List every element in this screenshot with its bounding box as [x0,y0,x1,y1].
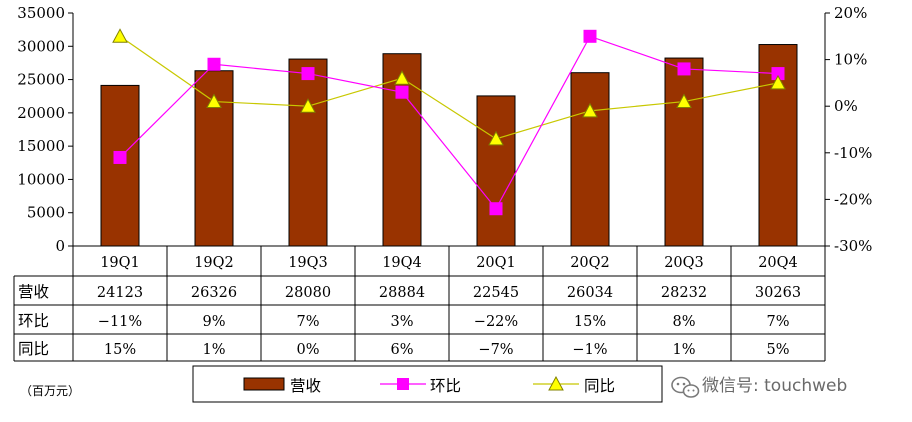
revenue-bar [570,72,610,247]
table-cell: 7% [766,314,789,330]
category-label: 19Q1 [100,255,140,271]
left-axis-tick-label: 25000 [17,71,65,89]
category-label: 20Q4 [758,255,798,271]
yoy-point [488,130,504,146]
qoq-point [489,202,503,216]
qoq-point [113,150,127,164]
table-cell: −7% [478,342,513,358]
qoq-point [677,62,691,76]
left-axis: 0 5000 10000 15000 20000 25000 30000 35000 [17,4,73,255]
table-cell: 8% [672,314,695,330]
left-axis-tick-label: 35000 [17,4,65,22]
right-axis: -30% -20% -10% 0% 10% 20% [825,4,872,255]
yoy-point [206,93,222,109]
data-table: 19Q1 19Q2 19Q3 19Q4 20Q1 20Q2 20Q3 20Q4 营收 24123 2… [13,245,826,362]
qoq-point [395,85,409,99]
yoy-line [119,35,779,140]
table-cell: 1% [672,342,695,358]
right-axis-tick-label: 20% [834,4,867,22]
legend-yoy-marker [548,375,564,391]
unit-label: （百万元） [20,384,80,398]
table-cell: 26034 [567,285,613,301]
table-cell: 28232 [661,285,707,301]
qoq-point [207,57,221,71]
yoy-point [676,93,692,109]
table-row-label: 同比 [18,340,49,358]
left-axis-tick-label: 20000 [17,104,65,122]
yoy-point [582,102,598,118]
revenue-bar [476,95,516,247]
table-row-label: 环比 [18,312,49,330]
right-axis-tick-label: 10% [834,51,867,69]
yoy-point [394,70,410,85]
legend-bar-swatch [243,377,285,391]
yoy-point [112,28,128,43]
table-cell: 6% [390,342,413,358]
table-cell: 22545 [473,285,519,301]
table-cell: 26326 [191,285,237,301]
table-cell: −22% [474,314,518,330]
yoy-point [300,98,316,113]
legend-label-qoq: 环比 [430,377,461,395]
left-axis-tick-label: 10000 [17,170,65,188]
legend-label-yoy: 同比 [584,377,615,395]
watermark: 微信号: touchweb [671,376,847,398]
category-label: 20Q2 [570,255,610,271]
category-label: 19Q2 [194,255,234,271]
table-cell: −11% [98,314,142,330]
revenue-bar [288,58,328,247]
revenue-bar [664,57,704,247]
table-cell: −1% [572,342,607,358]
table-cell: 3% [390,314,413,330]
table-cell: 15% [104,342,136,358]
table-cell: 5% [766,342,789,358]
right-axis-tick-label: -20% [834,190,872,208]
category-label: 19Q4 [382,255,422,271]
table-cell: 9% [202,314,225,330]
table-cell: 0% [296,342,319,358]
qoq-point [583,29,597,43]
right-axis-tick-label: -10% [834,144,872,162]
table-row-label: 营收 [18,283,49,301]
table-cell: 28884 [379,285,425,301]
yoy-point [770,74,786,90]
watermark-text: 微信号: touchweb [702,376,847,396]
revenue-bar [100,84,140,247]
plot-frame [72,13,826,246]
table-cell: 15% [574,314,606,330]
table-cell: 7% [296,314,319,330]
qoq-point [301,67,315,81]
right-axis-tick-label: 0% [834,97,858,115]
table-cell: 1% [202,342,225,358]
left-axis-tick-label: 5000 [27,204,65,222]
category-label: 19Q3 [288,255,328,271]
table-cell: 30263 [755,285,801,301]
table-cell: 24123 [97,285,143,301]
category-label: 20Q1 [476,255,516,271]
left-axis-tick-label: 0 [55,237,65,255]
bars-group [100,44,798,247]
legend-qoq-marker [397,378,409,390]
wechat-icon [671,376,700,398]
legend: 营收 环比 同比 [192,365,663,403]
lines-group [112,28,786,216]
legend-label-revenue: 营收 [290,377,321,395]
left-axis-tick-label: 15000 [17,137,65,155]
right-axis-tick-label: -30% [834,237,872,255]
table-cell: 28080 [285,285,331,301]
qoq-line [119,35,779,210]
category-label: 20Q3 [664,255,704,271]
left-axis-tick-label: 30000 [17,37,65,55]
